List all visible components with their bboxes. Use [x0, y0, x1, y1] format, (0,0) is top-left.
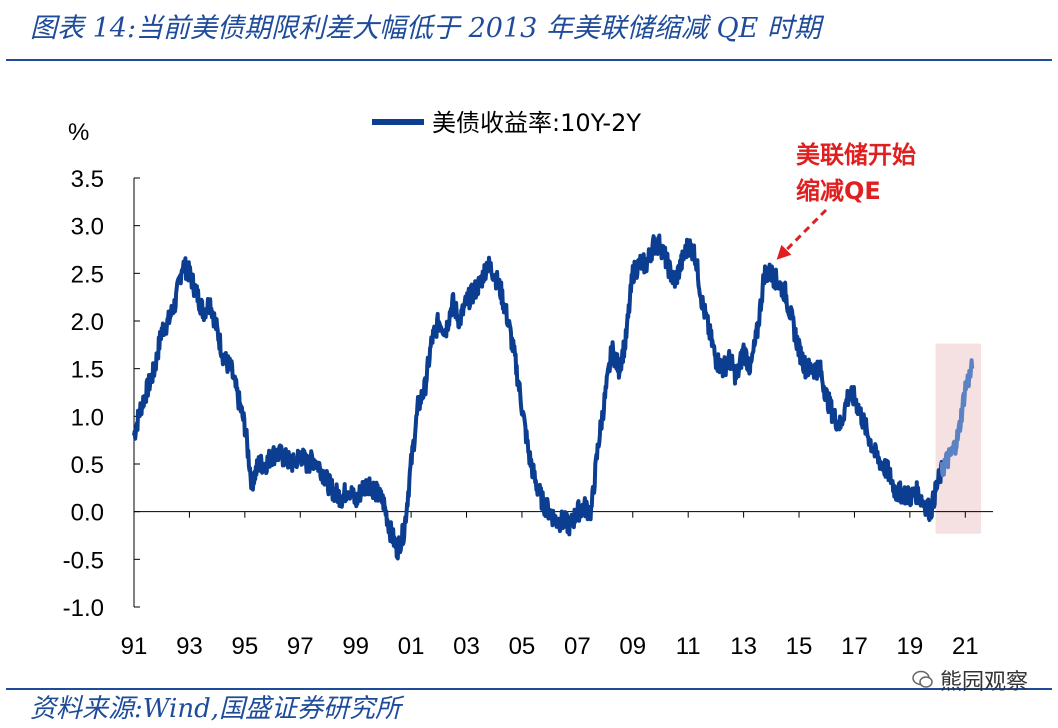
x-tick-label: 07	[564, 633, 591, 660]
legend-label: 美债收益率:10Y-2Y	[432, 109, 641, 137]
x-tick-label: 95	[231, 633, 258, 660]
watermark-text: 熊园观察	[939, 670, 1028, 695]
annotation-arrow-head	[776, 244, 792, 260]
y-tick-label: 1.5	[71, 357, 104, 384]
axes-layer	[133, 178, 993, 607]
x-tick-label: 11	[676, 633, 701, 660]
series-layer	[132, 233, 975, 561]
x-tick-label: 99	[342, 633, 369, 660]
y-axis-unit: %	[68, 119, 89, 146]
x-tick-label: 15	[786, 633, 813, 660]
source-note: 资料来源:Wind,国盛证券研究所	[30, 694, 401, 724]
x-tick-label: 03	[453, 633, 480, 660]
y-tick-label: -1.0	[63, 595, 104, 622]
x-tick-label: 91	[121, 633, 148, 660]
x-tick-label: 97	[287, 633, 314, 660]
x-tick-label: 05	[509, 633, 536, 660]
y-tick-label: 1.0	[71, 404, 104, 431]
x-tick-label: 21	[952, 633, 979, 660]
y-tick-label: 0.0	[71, 500, 104, 527]
annotation-label: 缩减QE	[796, 177, 881, 205]
x-tick-label: 93	[176, 633, 203, 660]
chart-title: 图表 14:当前美债期限利差大幅低于 2013 年美联储缩减 QE 时期	[30, 13, 821, 44]
series-line-recent	[939, 358, 975, 478]
x-tick-label: 01	[398, 633, 425, 660]
x-tick-label: 17	[841, 633, 868, 660]
x-tick-label: 19	[897, 633, 924, 660]
y-tick-label: 0.5	[71, 452, 104, 479]
y-tick-label: 3.0	[71, 214, 104, 241]
ticks-layer: 3.5 3.0 2.5 2.0 1.5 1.0 0.5 0.0 -0.5 -1.0% 91 93 95 9…	[63, 119, 979, 660]
source-rule	[6, 688, 1052, 690]
series-line-10y-2y	[132, 233, 945, 561]
annotation-label: 美联储开始	[796, 141, 916, 169]
legend: 美债收益率:10Y-2Y	[372, 109, 641, 137]
y-tick-label: 2.0	[71, 309, 104, 336]
y-tick-label: -0.5	[63, 547, 104, 574]
x-tick-label: 09	[619, 633, 646, 660]
chat-bubble-icon	[912, 670, 933, 688]
y-tick-label: 2.5	[71, 261, 104, 288]
title-rule	[6, 59, 1052, 61]
watermark: 熊园观察	[912, 664, 1028, 696]
x-tick-label: 13	[730, 633, 757, 660]
y-tick-label: 3.5	[71, 166, 104, 193]
